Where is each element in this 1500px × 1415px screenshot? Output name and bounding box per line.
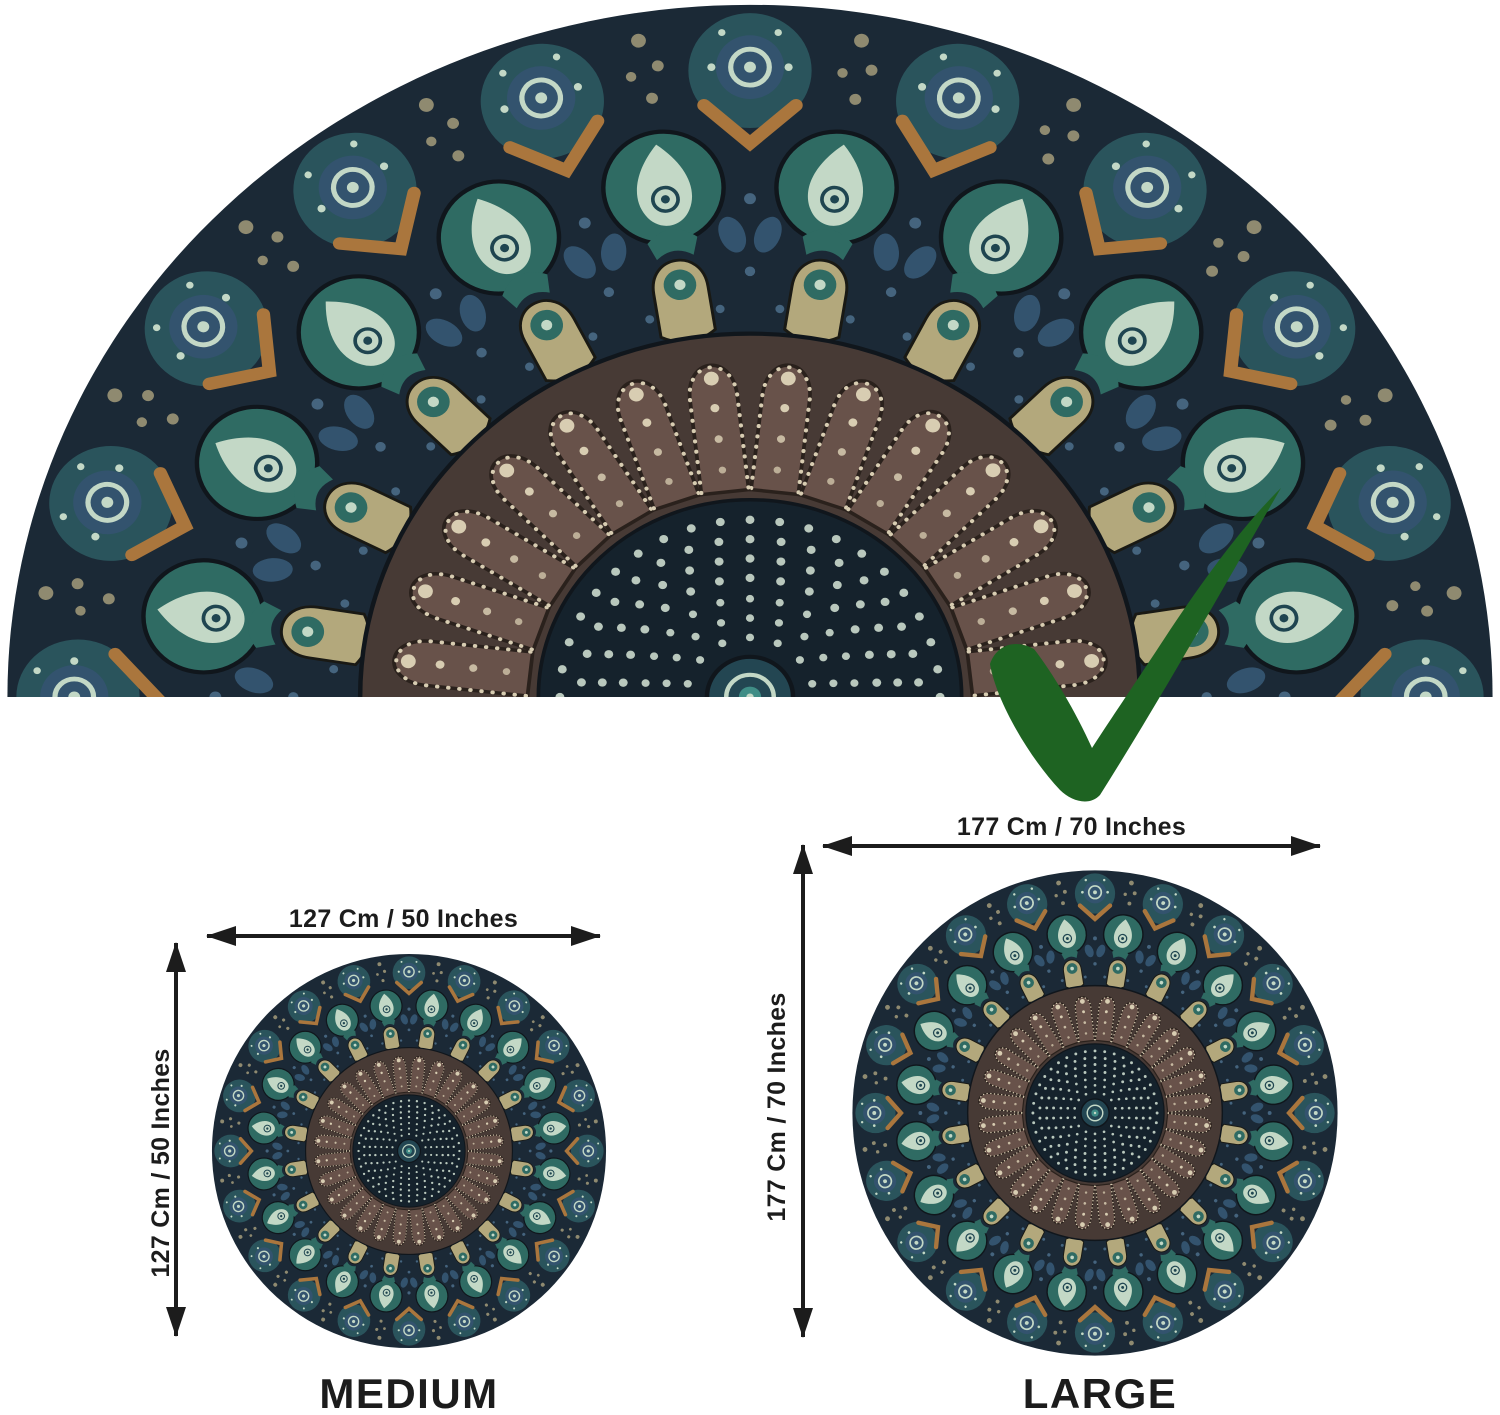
medium-width-label: 127 Cm / 50 Inches xyxy=(288,905,519,933)
medium-size-name: MEDIUM xyxy=(319,1370,499,1415)
arrowhead-left xyxy=(822,835,852,856)
arrowhead-down xyxy=(165,1307,186,1337)
large-size-name: LARGE xyxy=(1022,1370,1178,1415)
large-width-arrow xyxy=(822,835,1321,856)
arrowhead-right xyxy=(571,925,601,946)
arrowhead-up xyxy=(792,844,813,874)
large-height-arrow xyxy=(792,844,813,1338)
green-checkmark-icon xyxy=(990,488,1281,802)
medium-tapestry-image xyxy=(210,952,608,1350)
arrowhead-down xyxy=(792,1308,813,1338)
medium-width-arrow xyxy=(206,925,601,946)
large-height-label: 177 Cm / 70 Inches xyxy=(763,992,791,1222)
arrowhead-left xyxy=(206,925,236,946)
large-width-label: 177 Cm / 70 Inches xyxy=(956,813,1187,841)
medium-height-arrow xyxy=(165,942,186,1337)
arrowhead-right xyxy=(1291,835,1321,856)
arrowhead-up xyxy=(165,942,186,972)
large-tapestry-image xyxy=(850,868,1340,1358)
